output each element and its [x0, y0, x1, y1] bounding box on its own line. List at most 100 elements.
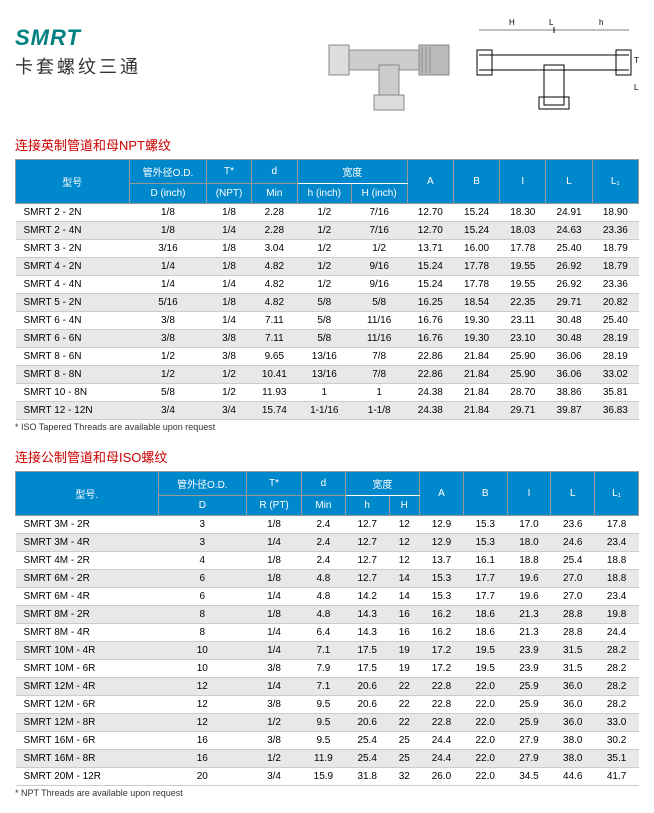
table-cell: 34.5	[507, 768, 551, 786]
table-row: SMRT 12 - 12N3/43/415.741-1/161-1/824.38…	[16, 402, 639, 420]
table-cell: SMRT 6M - 2R	[16, 570, 159, 588]
table-cell: 6	[158, 588, 247, 606]
table-cell: 17.2	[420, 642, 464, 660]
table-cell: 1/4	[247, 642, 302, 660]
table-cell: 30.48	[546, 312, 592, 330]
table-cell: 20.82	[592, 294, 638, 312]
svg-text:L: L	[634, 83, 639, 92]
col-h: h	[345, 496, 389, 516]
table-cell: 1/8	[207, 240, 251, 258]
table-cell: 27.0	[551, 588, 595, 606]
table-cell: 22.8	[420, 714, 464, 732]
table-cell: 23.36	[592, 222, 638, 240]
tee-fitting-schematic: HLh TL	[469, 15, 639, 115]
table-cell: 19.55	[500, 258, 546, 276]
table2-title: 连接公制管道和母ISO螺纹	[15, 447, 639, 466]
table-cell: 22.0	[463, 750, 507, 768]
table-cell: 41.7	[595, 768, 639, 786]
table-cell: 25.40	[592, 312, 638, 330]
table-cell: 26.92	[546, 258, 592, 276]
table-cell: 17.0	[507, 516, 551, 534]
table-cell: 16	[158, 732, 247, 750]
npt-thread-table: 型号 管外径O.D. T* d 宽度 A B I L L₁ D (inch) (…	[15, 159, 639, 420]
table-cell: 1/2	[207, 384, 251, 402]
table-row: SMRT 8M - 2R81/84.814.31616.218.621.328.…	[16, 606, 639, 624]
col-d: d	[251, 160, 297, 184]
table-cell: 32	[389, 768, 419, 786]
table-cell: 23.4	[595, 588, 639, 606]
table-cell: 25.4	[345, 750, 389, 768]
table-cell: 9/16	[351, 276, 407, 294]
table-cell: 19.30	[453, 330, 499, 348]
table-cell: 3/8	[207, 348, 251, 366]
table-cell: 1/2	[297, 204, 351, 222]
col-t-sub: (NPT)	[207, 184, 251, 204]
table-cell: 1/4	[247, 624, 302, 642]
table-cell: 15.3	[463, 516, 507, 534]
table-cell: 24.63	[546, 222, 592, 240]
table-cell: 25.9	[507, 714, 551, 732]
table-cell: 15.3	[420, 570, 464, 588]
table-cell: 33.0	[595, 714, 639, 732]
table-cell: 7.1	[302, 642, 346, 660]
table-cell: 7.11	[251, 312, 297, 330]
col-width: 宽度	[345, 472, 419, 496]
table1-title: 连接英制管道和母NPT螺纹	[15, 135, 639, 154]
table-cell: 28.8	[551, 624, 595, 642]
page-header: SMRT 卡套螺纹三通 HLh TL	[15, 15, 639, 115]
table-cell: 38.0	[551, 750, 595, 768]
table-cell: 28.2	[595, 678, 639, 696]
col-od: 管外径O.D.	[129, 160, 207, 184]
col-d: d	[302, 472, 346, 496]
product-diagram: HLh TL	[324, 15, 639, 115]
table-cell: 25.4	[551, 552, 595, 570]
table-cell: 16.2	[420, 624, 464, 642]
table-cell: 19	[389, 642, 419, 660]
table-cell: 17.7	[463, 570, 507, 588]
table-cell: 1/4	[129, 276, 207, 294]
table-cell: 7.9	[302, 660, 346, 678]
table-cell: 3/8	[129, 312, 207, 330]
col-model: 型号.	[16, 472, 159, 516]
table-cell: 12	[389, 516, 419, 534]
table-cell: 28.2	[595, 696, 639, 714]
table-cell: 36.0	[551, 714, 595, 732]
table-cell: 23.11	[500, 312, 546, 330]
table-cell: 18.54	[453, 294, 499, 312]
table-cell: SMRT 10M - 4R	[16, 642, 159, 660]
table-cell: 10	[158, 642, 247, 660]
table-cell: 16.00	[453, 240, 499, 258]
title-block: SMRT 卡套螺纹三通	[15, 15, 141, 115]
table-cell: 12.7	[345, 534, 389, 552]
table-cell: 25	[389, 750, 419, 768]
table-cell: 3/8	[247, 696, 302, 714]
table-cell: SMRT 2 - 2N	[16, 204, 130, 222]
table-cell: 25	[389, 732, 419, 750]
table-cell: 12.70	[407, 222, 453, 240]
col-model: 型号	[16, 160, 130, 204]
table-cell: 36.06	[546, 348, 592, 366]
table-cell: 31.5	[551, 660, 595, 678]
table-cell: 19.55	[500, 276, 546, 294]
table-cell: 1/2	[351, 240, 407, 258]
table-cell: 38.0	[551, 732, 595, 750]
table-cell: 29.71	[546, 294, 592, 312]
table-cell: 12.7	[345, 570, 389, 588]
table-cell: 10	[158, 660, 247, 678]
table-cell: 25.90	[500, 348, 546, 366]
table-cell: 11.9	[302, 750, 346, 768]
table-cell: 31.8	[345, 768, 389, 786]
table-cell: 15.74	[251, 402, 297, 420]
col-od: 管外径O.D.	[158, 472, 247, 496]
table-cell: 1/2	[207, 366, 251, 384]
svg-text:L: L	[549, 18, 554, 27]
table-cell: 7.11	[251, 330, 297, 348]
table-cell: 16.76	[407, 330, 453, 348]
table-cell: 17.2	[420, 660, 464, 678]
table-cell: SMRT 20M - 12R	[16, 768, 159, 786]
table-cell: 19.6	[507, 588, 551, 606]
table-cell: 12	[389, 552, 419, 570]
table-cell: 4.82	[251, 276, 297, 294]
table-row: SMRT 3M - 2R31/82.412.71212.915.317.023.…	[16, 516, 639, 534]
col-l: L	[551, 472, 595, 516]
